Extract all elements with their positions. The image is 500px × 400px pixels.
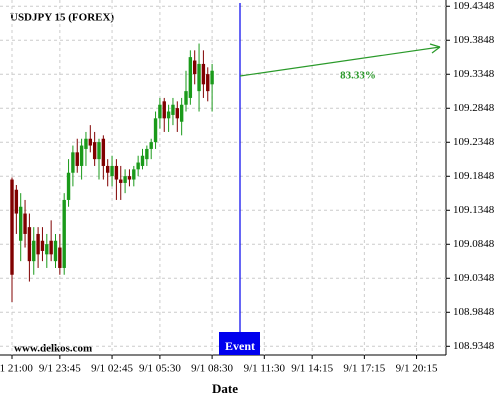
y-tick-label: 109.3348 <box>453 68 495 80</box>
candle-body <box>188 57 193 98</box>
candle-body <box>101 138 106 166</box>
candle-body <box>210 70 214 85</box>
candle-body <box>32 240 36 262</box>
candle-body <box>75 152 79 166</box>
candle-body <box>40 240 45 251</box>
candle-body <box>27 227 32 262</box>
x-tick-label: 9/1 20:15 <box>396 363 438 375</box>
candle-body <box>162 101 166 119</box>
watermark: www.delkos.com <box>14 343 92 355</box>
candle-body <box>149 142 153 149</box>
candle-body <box>62 199 66 268</box>
chart-title: USDJPY 15 (FOREX) <box>10 12 114 24</box>
candle-body <box>19 206 23 241</box>
candle-body <box>184 91 188 105</box>
candle-body <box>66 172 71 200</box>
y-tick-label: 109.0848 <box>453 238 495 250</box>
projection-arrow <box>239 46 441 77</box>
candle-body <box>127 176 132 180</box>
x-tick-label: 9/1 08:30 <box>191 363 233 375</box>
candle-body <box>106 165 110 173</box>
candle-body <box>136 162 140 170</box>
x-tick-label: 9/1 11:30 <box>244 363 286 375</box>
candle-body <box>201 63 206 85</box>
x-tick-label: 9/1 14:15 <box>291 363 333 375</box>
candle-body <box>114 165 119 180</box>
x-axis-label: Date <box>212 381 238 396</box>
candle-body <box>166 111 171 119</box>
candle-body <box>97 142 101 160</box>
y-tick-label: 109.4348 <box>453 0 495 12</box>
candle-body <box>23 213 27 234</box>
y-tick-label: 109.3848 <box>453 34 495 46</box>
candle-body <box>14 189 19 214</box>
projection-label: 83.33% <box>340 70 376 82</box>
candle-body <box>119 179 123 183</box>
event-box <box>219 332 260 355</box>
y-tick-label: 109.2848 <box>453 102 495 114</box>
arrow-head <box>429 43 441 54</box>
candle-body <box>197 63 201 92</box>
candle-body <box>88 138 92 146</box>
candle-body <box>92 142 97 160</box>
candle-body <box>110 165 114 177</box>
candle-body <box>71 152 75 173</box>
candle-body <box>36 233 40 255</box>
candle-body <box>45 244 49 255</box>
candle-body <box>171 104 175 115</box>
candle-body <box>179 104 184 122</box>
candle-body <box>206 74 210 92</box>
x-tick-label: 9/1 17:15 <box>343 363 385 375</box>
candle-body <box>145 148 149 160</box>
y-tick-label: 109.0348 <box>453 272 495 284</box>
y-tick-label: 109.1348 <box>453 204 495 216</box>
x-tick-label: 9/1 05:30 <box>139 363 181 375</box>
candle-body <box>53 240 58 262</box>
x-tick-label: 9/1 23:45 <box>39 363 81 375</box>
candle-body <box>153 118 158 143</box>
candle-body <box>140 155 145 166</box>
y-tick-label: 109.1848 <box>453 170 495 182</box>
y-tick-label: 108.9848 <box>453 306 495 318</box>
event-label: Event <box>225 339 255 353</box>
candle-body <box>79 145 84 166</box>
y-tick-label: 108.9348 <box>453 340 495 352</box>
candle-body <box>123 176 127 183</box>
candle-body <box>132 169 136 180</box>
candle-body <box>158 104 162 119</box>
y-tick-label: 109.2348 <box>453 136 495 148</box>
candle-body <box>58 247 62 268</box>
candle-body <box>84 138 88 149</box>
x-tick-label: 9/1 02:45 <box>91 363 133 375</box>
candle-body <box>10 179 14 275</box>
candle-body <box>175 108 179 119</box>
candle-body <box>49 240 53 255</box>
x-tick-label: 9/1 21:00 <box>0 363 33 375</box>
candle-body <box>193 60 197 75</box>
